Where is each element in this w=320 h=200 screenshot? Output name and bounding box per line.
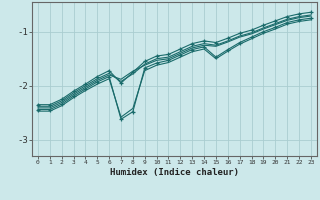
X-axis label: Humidex (Indice chaleur): Humidex (Indice chaleur)	[110, 168, 239, 177]
